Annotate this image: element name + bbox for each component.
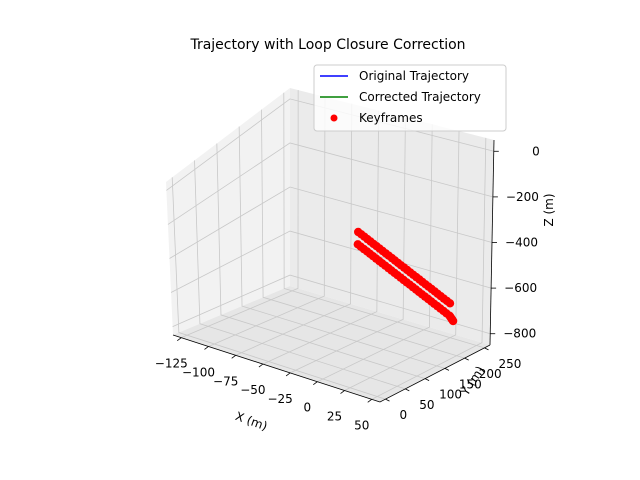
x-tick-mark — [259, 364, 263, 367]
legend-swatch-keyframes — [331, 115, 338, 122]
y-tick-label: 250 — [499, 357, 522, 371]
x-tick-mark — [177, 338, 181, 341]
z-tick-label: 0 — [532, 144, 540, 158]
z-tick-label: −200 — [506, 190, 539, 204]
x-tick-mark — [341, 391, 345, 394]
x-tick-mark — [368, 399, 372, 402]
x-tick-label: −25 — [267, 392, 292, 406]
x-tick-mark — [286, 373, 290, 376]
x-tick-mark — [313, 382, 317, 385]
z-tick-label: −400 — [505, 236, 538, 250]
legend-label-corrected: Corrected Trajectory — [359, 90, 481, 104]
legend-label-keyframes: Keyframes — [359, 111, 423, 125]
y-tick-mark — [386, 399, 390, 401]
x-tick-label: −50 — [240, 383, 265, 397]
y-tick-mark — [485, 348, 489, 350]
keyframe-point — [446, 299, 454, 307]
keyframe-point — [449, 317, 457, 325]
z-tick-label: −600 — [504, 281, 537, 295]
x-tick-label: 0 — [303, 401, 311, 415]
y-tick-label: 0 — [400, 408, 408, 422]
y-tick-mark — [445, 368, 449, 370]
y-tick-mark — [465, 358, 469, 360]
z-axis-label: Z (m) — [542, 193, 556, 226]
legend: Original Trajectory Corrected Trajectory… — [314, 65, 506, 131]
y-tick-label: 50 — [419, 398, 434, 412]
x-tick-mark — [204, 346, 208, 349]
x-tick-label: −100 — [182, 365, 215, 379]
x-tick-label: 50 — [354, 418, 369, 432]
z-tick-label: −800 — [503, 327, 536, 341]
x-tick-label: −75 — [213, 374, 238, 388]
x-tick-mark — [232, 355, 236, 358]
x-tick-label: 25 — [327, 410, 342, 424]
y-tick-mark — [405, 389, 409, 391]
y-tick-mark — [425, 379, 429, 381]
x-axis-label: X (m) — [233, 409, 269, 433]
chart-title: Trajectory with Loop Closure Correction — [189, 37, 465, 53]
legend-label-original: Original Trajectory — [359, 69, 469, 83]
